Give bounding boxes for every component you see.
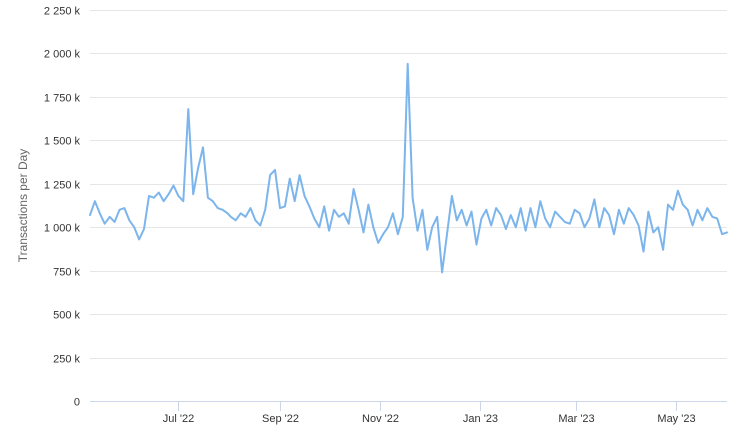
y-tick-label: 1 500 k	[44, 136, 81, 148]
y-axis-title: Transactions per Day	[16, 149, 30, 263]
series-line	[89, 62, 728, 274]
y-tick-label: 500 k	[53, 310, 80, 322]
series-group	[89, 62, 728, 274]
y-tick-label: 0	[74, 397, 80, 409]
x-tick-label: Jul '22	[163, 413, 194, 425]
x-tick-label: Sep '22	[262, 413, 299, 425]
y-tick-label: 2 000 k	[44, 49, 81, 61]
y-tick-label: 250 k	[53, 354, 80, 366]
x-axis	[90, 401, 727, 411]
y-tick-label: 2 250 k	[44, 6, 81, 18]
x-axis-tick-labels: Jul '22 Sep '22 Nov '22 Jan '23 Mar '23 May '…	[163, 413, 696, 425]
x-tick-label: Mar '23	[558, 413, 594, 425]
y-gridlines	[90, 10, 727, 359]
y-axis-tick-labels: 0 250 k 500 k 750 k 1 000 k 1 250 k 1 500 k 1 7…	[44, 6, 81, 409]
x-tick-label: Jan '23	[463, 413, 498, 425]
y-tick-label: 750 k	[53, 267, 80, 279]
x-tick-label: May '23	[657, 413, 695, 425]
y-tick-label: 1 750 k	[44, 93, 81, 105]
x-tick-label: Nov '22	[362, 413, 399, 425]
y-tick-label: 1 250 k	[44, 180, 81, 192]
y-tick-label: 1 000 k	[44, 223, 81, 235]
